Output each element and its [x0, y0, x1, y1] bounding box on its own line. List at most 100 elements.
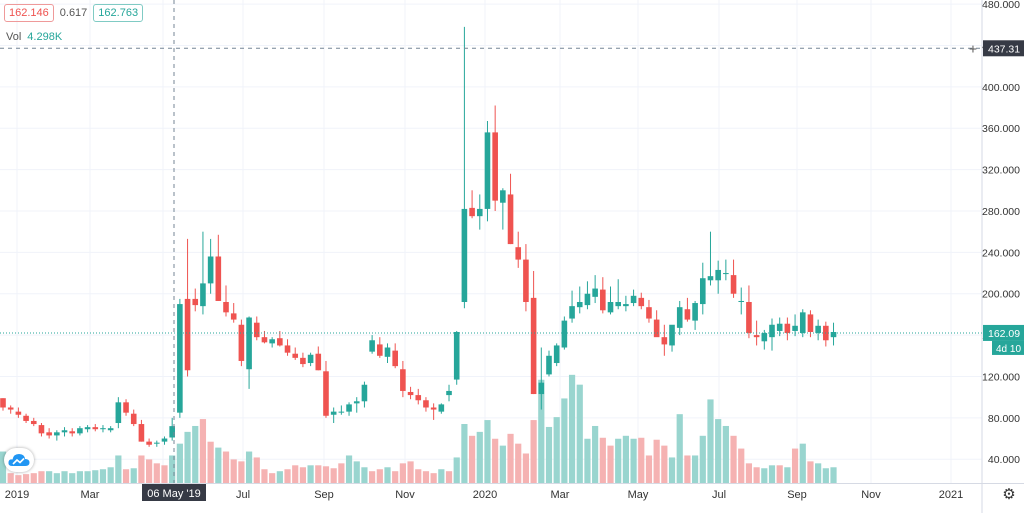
candle-body	[100, 428, 106, 430]
volume-bar	[338, 463, 345, 483]
candle-body	[423, 400, 429, 408]
candle-body	[177, 304, 183, 413]
candle-body	[92, 427, 99, 430]
candle-body	[476, 208, 483, 217]
add-alert-plus-icon[interactable]: +	[969, 40, 977, 56]
candle-body	[161, 438, 168, 442]
volume-bar	[307, 465, 314, 483]
y-tick-label: 280.000	[982, 206, 1020, 218]
candle-body	[77, 428, 83, 434]
volume-bar	[592, 425, 599, 483]
volume-bar	[315, 465, 322, 483]
volume-bar	[292, 465, 299, 483]
x-tick-label: 2021	[939, 489, 963, 501]
candle-body	[269, 339, 275, 344]
volume-bar	[715, 419, 722, 483]
volume-bar	[553, 417, 560, 483]
volume-bar	[176, 443, 183, 483]
volume-bar	[430, 473, 437, 483]
volume-bar	[215, 447, 222, 483]
volume-bar	[768, 465, 776, 483]
candle-body	[453, 331, 460, 380]
x-tick-label: Jul	[712, 489, 726, 501]
volume-bar	[92, 470, 99, 483]
volume-bar	[30, 473, 37, 483]
y-tick-label: 80.000	[988, 413, 1020, 425]
candle-body	[107, 428, 114, 431]
volume-bar	[638, 437, 645, 483]
candle-body	[669, 324, 675, 346]
candle-body	[138, 424, 145, 442]
crosshair-date-label: 06 May '19	[147, 488, 200, 500]
x-tick-label: Sep	[787, 489, 807, 501]
legend-change-value: 0.617	[59, 7, 88, 19]
legend-open-value: 162.146	[4, 4, 54, 22]
candle-body	[684, 309, 691, 320]
volume-bar	[253, 457, 260, 483]
candle-body	[407, 391, 414, 396]
volume-bar	[561, 398, 568, 483]
volume-bar	[699, 435, 706, 483]
gear-icon[interactable]: ⚙	[1002, 486, 1016, 503]
volume-bar	[645, 455, 653, 483]
candle-body	[246, 317, 252, 370]
x-tick-label: Jul	[236, 489, 250, 501]
x-tick-label: 2019	[5, 489, 29, 501]
volume-bar	[707, 399, 714, 483]
volume-bar	[369, 471, 376, 483]
volume-bar	[668, 457, 676, 483]
candle-body	[523, 259, 529, 303]
candle-body	[38, 425, 45, 434]
crosshair-price-label: 437.31	[988, 43, 1020, 55]
tradingview-cloud-icon[interactable]	[4, 448, 34, 472]
volume-bar	[384, 467, 391, 483]
volume-bar	[615, 438, 622, 483]
volume-bar	[807, 461, 814, 483]
volume-bar	[776, 465, 783, 483]
candle-body	[169, 426, 175, 438]
candle-body	[723, 273, 729, 275]
volume-bar	[99, 469, 107, 483]
candle-body	[600, 289, 606, 311]
candle-body	[461, 208, 468, 303]
candle-body	[492, 132, 498, 201]
candle-body	[469, 207, 475, 217]
candle-body	[699, 278, 706, 305]
volume-bar	[207, 441, 214, 483]
candle-body	[592, 288, 598, 297]
candle-body	[184, 298, 191, 371]
candle-body	[507, 194, 514, 245]
candle-body	[746, 302, 752, 334]
candle-body	[661, 337, 668, 345]
volume-bar	[169, 455, 176, 483]
candle-body	[792, 325, 798, 331]
volume-bar	[476, 431, 483, 483]
volume-bar	[730, 435, 737, 483]
candle-body	[392, 350, 398, 367]
candle-body	[215, 256, 222, 301]
volume-bar	[484, 420, 491, 483]
volume-bar	[791, 448, 799, 483]
volume-bar	[222, 451, 230, 483]
candle-body	[230, 313, 237, 320]
candle-body	[369, 340, 375, 352]
candle-body	[130, 413, 137, 425]
volume-bar	[461, 424, 468, 483]
volume-bar	[284, 469, 291, 483]
y-tick-label: 240.000	[982, 247, 1020, 259]
volume-bar	[522, 453, 530, 483]
volume-bar	[138, 455, 145, 483]
volume-bar	[184, 431, 191, 483]
volume-bar	[238, 461, 245, 483]
legend-close-value: 162.763	[93, 4, 144, 22]
candle-body	[769, 324, 775, 338]
x-tick-label: Nov	[395, 489, 415, 501]
candle-body	[530, 297, 537, 395]
candle-body	[253, 322, 260, 338]
volume-bar	[130, 468, 137, 483]
candle-body	[446, 390, 452, 396]
last-price-label: 162.09	[988, 328, 1020, 340]
volume-bar	[7, 473, 14, 483]
